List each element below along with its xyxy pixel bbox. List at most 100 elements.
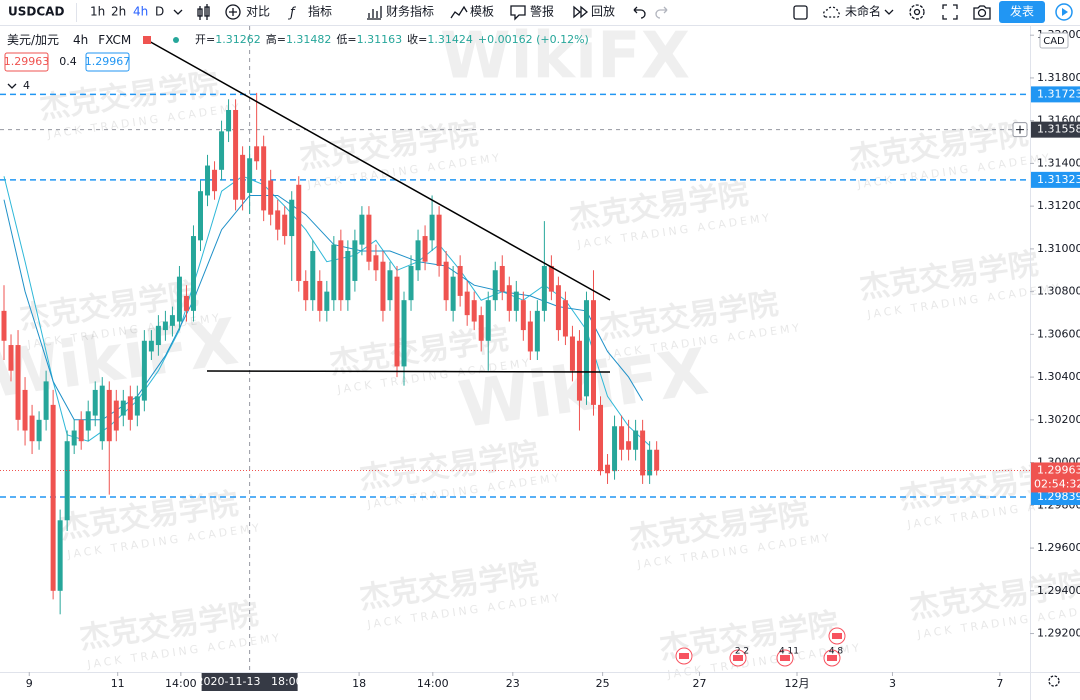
level-label: 1.31723 <box>1037 87 1080 100</box>
candle-body <box>513 291 519 311</box>
candle-body <box>162 321 168 331</box>
y-tick-label: 1.30400 <box>1037 370 1080 383</box>
candle-body <box>78 419 84 442</box>
layout-menu[interactable] <box>884 9 894 15</box>
watermark-brand: WikiFX <box>440 20 690 94</box>
candle-body <box>57 520 63 591</box>
play-button[interactable] <box>1055 3 1073 21</box>
fx-icon[interactable]: ƒ <box>287 6 297 21</box>
candle-body <box>317 280 323 311</box>
x-tick-label: 12月 <box>785 677 810 690</box>
interval[interactable]: 2h <box>111 5 126 19</box>
crosshair-time-label: 2020-11-13 18:00 <box>197 675 303 688</box>
chart-type[interactable] <box>197 4 210 20</box>
ask: 1.29967 <box>85 55 131 68</box>
legend-label: 收= <box>407 32 427 46</box>
candle-body <box>275 210 281 230</box>
legend: 美元/加元 4h FXCM 开=1.31262 高=1.31482 低=1.31163 收… <box>4 32 589 92</box>
candle-body <box>29 415 35 442</box>
redo[interactable] <box>655 6 668 19</box>
candle-body <box>562 300 568 337</box>
publish[interactable]: 发表 <box>1010 4 1034 19</box>
financials-icon[interactable] <box>367 6 382 20</box>
event-flag-mark <box>679 653 689 659</box>
candle-body <box>22 389 28 431</box>
candle-body <box>541 265 547 311</box>
candle-body <box>64 441 70 521</box>
event-flag-mark <box>733 655 743 661</box>
candle-body <box>71 430 77 446</box>
currency-box[interactable] <box>1039 32 1069 49</box>
candle-body <box>506 285 512 311</box>
candle-body <box>99 385 105 442</box>
candle-body <box>8 345 14 371</box>
interval-active[interactable]: 4h <box>133 5 148 19</box>
financials[interactable]: 财务指标 <box>386 4 434 19</box>
candle-body <box>527 321 533 352</box>
settings <box>913 8 921 16</box>
candle-body <box>261 146 267 211</box>
candle-body <box>478 315 484 341</box>
legend-value: 1.31482 <box>286 33 332 46</box>
candle-body <box>219 131 225 170</box>
snapshot[interactable] <box>973 5 991 20</box>
candle-body <box>380 261 386 311</box>
interval[interactable]: 1h <box>90 5 105 19</box>
status-marker <box>143 36 151 44</box>
interval-menu[interactable] <box>173 9 183 15</box>
candle-body <box>331 244 337 301</box>
candle-body <box>520 300 526 331</box>
legend-part: 4h <box>73 33 88 47</box>
layout-icon[interactable] <box>793 5 808 20</box>
candle-body <box>106 389 112 442</box>
layout-name[interactable]: 未命名 <box>845 4 881 19</box>
ask-box[interactable] <box>85 52 130 72</box>
candle-body <box>303 280 309 301</box>
templates[interactable]: 模板 <box>470 5 494 19</box>
indicator-count[interactable]: 4 <box>23 79 30 92</box>
fullscreen[interactable] <box>942 4 958 20</box>
templates-icon[interactable] <box>450 5 468 19</box>
alert[interactable]: 警报 <box>530 4 554 19</box>
crosshair-price-label: 1.31558 <box>1037 123 1080 136</box>
publish-button[interactable] <box>999 1 1045 23</box>
legend-label: 低= <box>336 33 356 46</box>
event-flag-mark <box>827 655 837 661</box>
candle-body <box>464 291 470 316</box>
alert-icon[interactable] <box>510 5 526 21</box>
candle-body <box>492 270 498 301</box>
level-label: 1.29839 <box>1037 490 1080 503</box>
axes: 1.320001.318001.316001.314001.312001.310… <box>26 28 1080 691</box>
y-tick-label: 1.31200 <box>1037 199 1080 212</box>
bid-box[interactable] <box>4 52 49 72</box>
interval[interactable]: D <box>155 5 164 19</box>
y-tick-label: 1.29400 <box>1037 584 1080 597</box>
candle-body <box>548 265 554 292</box>
candle-body <box>289 199 295 237</box>
settings[interactable] <box>909 4 925 20</box>
undo[interactable] <box>633 6 646 19</box>
axis-settings[interactable] <box>1048 675 1060 687</box>
candle-body <box>590 300 596 405</box>
candle-body <box>485 300 491 341</box>
candle-body <box>373 255 379 271</box>
candle-body <box>352 240 358 281</box>
compare-icon[interactable] <box>225 4 241 20</box>
legend-label: 开= <box>195 33 215 46</box>
compare[interactable]: 对比 <box>246 5 270 19</box>
symbol[interactable]: USDCAD <box>8 5 64 19</box>
candle-body <box>296 184 302 281</box>
cloud-icon[interactable] <box>822 6 840 18</box>
indicator-toggle[interactable] <box>7 83 17 89</box>
candle-body <box>619 426 625 450</box>
indicators[interactable]: 指标 <box>308 4 332 19</box>
replay[interactable]: 回放 <box>591 4 615 19</box>
y-tick-label: 1.29200 <box>1037 627 1080 640</box>
candle-body <box>401 300 407 367</box>
replay-icon[interactable] <box>573 5 589 19</box>
candle-body <box>654 449 660 471</box>
candle-body <box>176 276 182 322</box>
candle-body <box>233 109 239 200</box>
event-flag-mark <box>832 633 842 639</box>
